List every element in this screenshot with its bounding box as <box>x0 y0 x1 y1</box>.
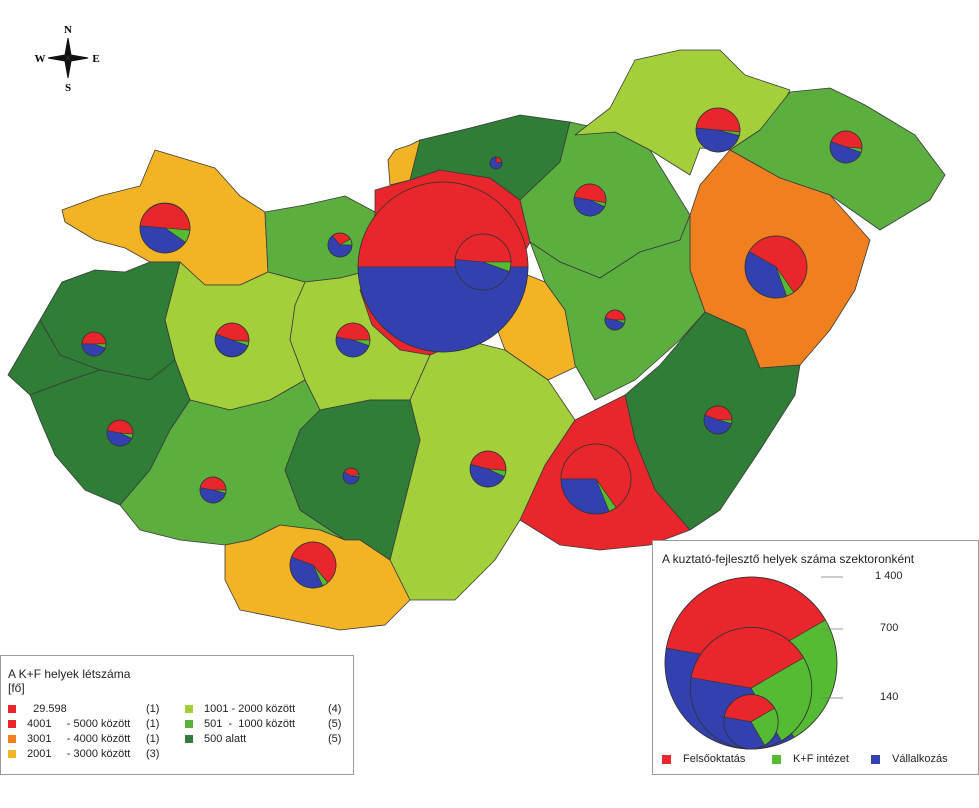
legend-swatch <box>772 755 781 764</box>
pie-outline <box>573 183 607 217</box>
pie-outline <box>289 541 337 589</box>
pie-outline <box>703 405 733 435</box>
sector-size-circle <box>723 694 779 750</box>
pie-outline <box>106 419 134 447</box>
pie-outline <box>342 467 360 485</box>
pie-outline <box>327 232 353 258</box>
legend-item: 1001 - 2000 között (4) <box>185 703 350 715</box>
pie-outline <box>199 476 227 504</box>
legend-swatch <box>662 755 671 764</box>
sector-pie <box>573 183 607 217</box>
pie-outline <box>489 156 503 170</box>
scale-label-1400: 1 400 <box>875 570 903 582</box>
pie-outline <box>469 450 507 488</box>
pie-outline <box>695 107 741 153</box>
sector-pie <box>703 405 733 435</box>
county-nograd-west-strip <box>387 139 421 186</box>
legend-swatch <box>871 755 880 764</box>
pie-outline <box>560 443 632 515</box>
sector-pie <box>560 443 632 515</box>
legend-swatch <box>185 735 193 743</box>
compass-rose: N S W E <box>35 24 100 94</box>
compass-west-label: W <box>35 53 46 65</box>
legend-swatch <box>8 750 16 758</box>
compass-north-label: N <box>64 24 72 36</box>
sector-size-legend: A kuztató-fejlesztő helyek száma szektor… <box>652 540 979 775</box>
sector-pie <box>327 232 353 258</box>
sector-pie <box>695 107 741 153</box>
legend-swatch <box>8 735 16 743</box>
pie-outline <box>139 202 191 254</box>
pie-outline <box>335 322 371 358</box>
legend-swatch <box>185 720 193 728</box>
legend-swatch <box>8 705 16 713</box>
sector-circle-outline <box>723 694 779 750</box>
hungary-map: N S W E <box>7 24 946 631</box>
legend-unit: [fő] <box>8 681 25 695</box>
legend-title: A K+F helyek létszáma <box>8 667 131 681</box>
map-legend: A K+F helyek létszáma [fő] 29.598 (1) 40… <box>0 655 354 775</box>
sector-pie <box>139 202 191 254</box>
sector-pie-inner <box>454 233 512 291</box>
pie-outline <box>454 233 512 291</box>
legend-item: 501 - 1000 között (5) <box>185 718 350 730</box>
sector-pie <box>604 309 626 331</box>
sector-pie <box>199 476 227 504</box>
sector-panel-title: A kuztató-fejlesztő helyek száma szektor… <box>662 552 915 566</box>
legend-item: 500 alatt (5) <box>185 733 350 745</box>
sector-pie <box>744 235 808 299</box>
legend-item: 29.598 (1) <box>8 703 168 715</box>
sector-size-diagram <box>664 576 843 750</box>
sector-pie <box>829 130 863 164</box>
pie-outline <box>829 130 863 164</box>
scale-label-140: 140 <box>880 691 899 703</box>
legend-item: 2001 - 3000 között (3) <box>8 748 168 760</box>
pie-outline <box>604 309 626 331</box>
sector-pie <box>469 450 507 488</box>
legend-item: 3001 - 4000 között (1) <box>8 733 168 745</box>
compass-east-label: E <box>92 53 99 65</box>
sector-pie <box>342 467 360 485</box>
sector-pie <box>106 419 134 447</box>
legend-item: 4001 - 5000 között (1) <box>8 718 168 730</box>
pie-outline <box>214 322 250 358</box>
scale-label-700: 700 <box>880 622 899 634</box>
pie-outline <box>357 181 529 353</box>
sector-pie <box>335 322 371 358</box>
sector-pie <box>214 322 250 358</box>
pie-outline <box>81 331 107 357</box>
legend-swatch <box>8 720 16 728</box>
pie-outline <box>744 235 808 299</box>
compass-south-label: S <box>65 82 71 94</box>
sector-pie <box>489 156 503 170</box>
legend-swatch <box>185 705 193 713</box>
sector-pie <box>289 541 337 589</box>
sector-pie <box>81 331 107 357</box>
